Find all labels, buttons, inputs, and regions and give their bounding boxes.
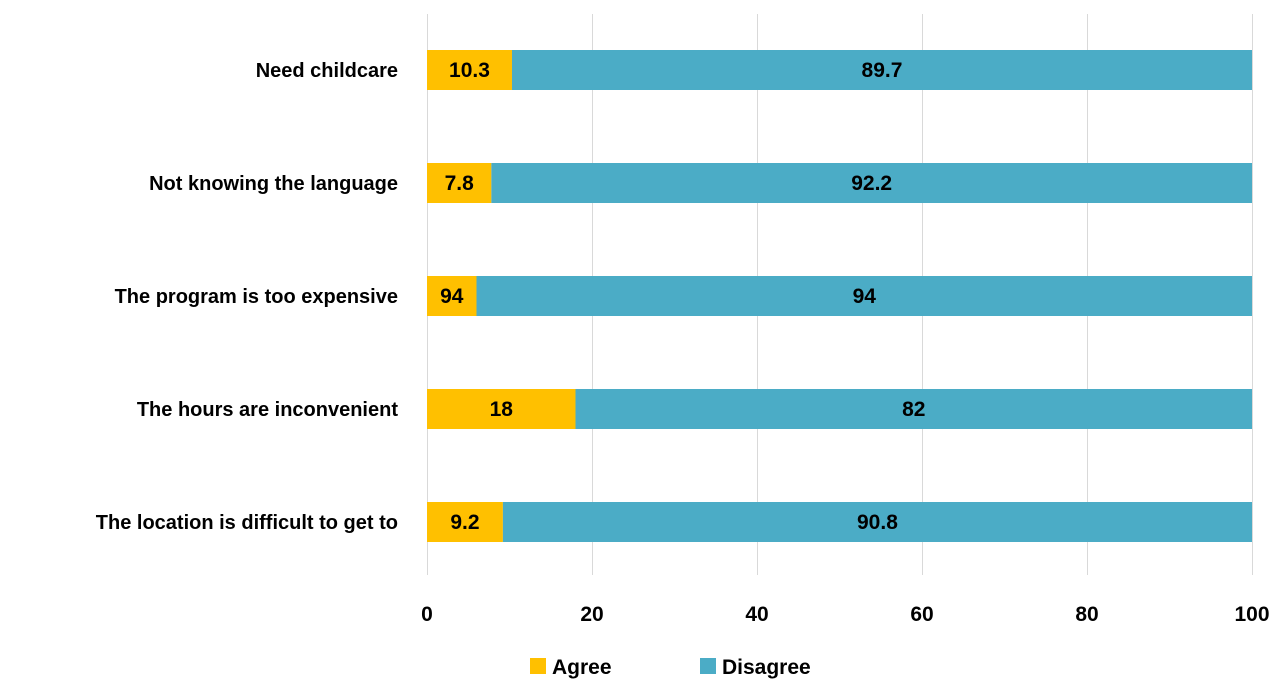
bar-agree-0 (427, 50, 512, 90)
data-label-agree-3: 18 (490, 398, 514, 421)
category-label: Need childcare (256, 60, 398, 82)
data-label-disagree-1: 92.2 (851, 172, 892, 195)
data-label-agree-2: 94 (440, 285, 464, 308)
legend-label-disagree: Disagree (722, 656, 811, 679)
bars: 10.3 89.7 7.8 92.2 94 94 18 82 9.2 90.8 (427, 50, 1253, 542)
bar-agree-3 (427, 389, 576, 429)
legend-label-agree: Agree (552, 656, 612, 679)
bar-agree-4 (427, 502, 503, 542)
category-label: The hours are inconvenient (137, 399, 399, 421)
data-label-agree-0: 10.3 (449, 59, 490, 82)
x-tick-label: 60 (910, 603, 933, 626)
category-label: The location is difficult to get to (96, 512, 398, 534)
category-labels: Need childcare Not knowing the language Th… (96, 60, 399, 534)
legend-swatch-agree (530, 658, 546, 674)
data-label-disagree-4: 90.8 (857, 511, 898, 534)
data-label-disagree-3: 82 (902, 398, 925, 421)
bar-disagree-3 (575, 389, 1252, 429)
legend: Agree Disagree (530, 656, 811, 679)
data-label-disagree-2: 94 (853, 285, 877, 308)
data-label-agree-1: 7.8 (445, 172, 475, 195)
bar-disagree-1 (491, 163, 1253, 203)
bar-agree-1 (427, 163, 492, 203)
x-tick-label: 80 (1075, 603, 1098, 626)
legend-swatch-disagree (700, 658, 716, 674)
data-label-disagree-0: 89.7 (862, 59, 903, 82)
bar-agree-2 (427, 276, 477, 316)
bar-disagree-4 (502, 502, 1252, 542)
category-label: The program is too expensive (115, 286, 398, 308)
x-axis-tick-labels: 0 20 40 60 80 100 (421, 603, 1269, 626)
x-tick-label: 100 (1234, 603, 1269, 626)
category-label: Not knowing the language (149, 173, 398, 195)
bar-disagree-2 (476, 276, 1252, 316)
bar-disagree-0 (511, 50, 1253, 90)
x-tick-label: 40 (745, 603, 768, 626)
x-tick-label: 0 (421, 603, 433, 626)
data-label-agree-4: 9.2 (450, 511, 479, 534)
x-tick-label: 20 (580, 603, 603, 626)
